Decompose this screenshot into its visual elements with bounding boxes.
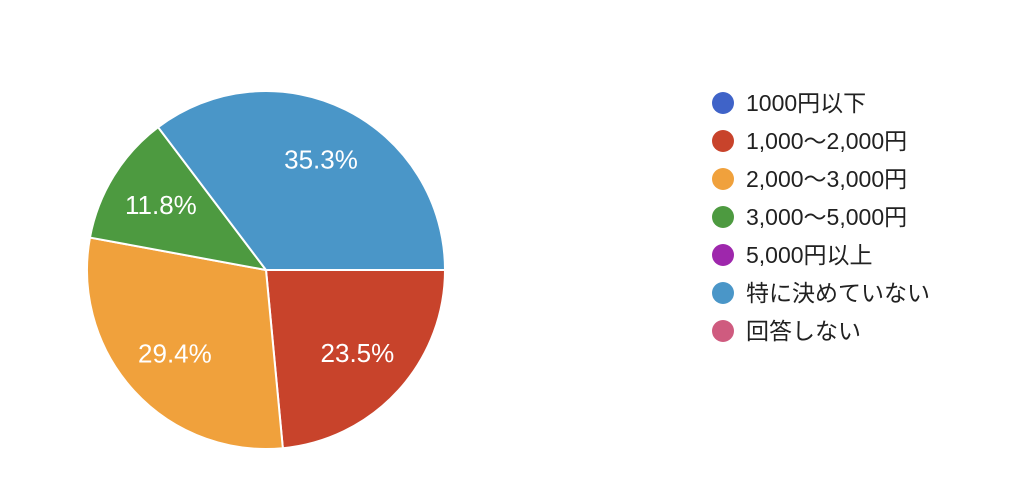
legend-color-dot	[712, 130, 734, 152]
slice-percent-label: 35.3%	[284, 144, 358, 174]
pie-slice[interactable]	[157, 90, 446, 271]
legend-color-dot	[712, 320, 734, 342]
slice-percent-label: 11.8%	[125, 190, 197, 220]
pie-slice[interactable]	[265, 269, 446, 450]
legend-item: 1000円以下	[712, 84, 930, 122]
legend-item: 特に決めていない	[712, 274, 930, 312]
pie-slice[interactable]	[85, 236, 284, 450]
legend-color-dot	[712, 244, 734, 266]
legend-label: 特に決めていない	[746, 280, 930, 306]
legend-label: 5,000円以上	[746, 242, 873, 268]
legend-item: 3,000〜5,000円	[712, 198, 930, 236]
legend-item: 回答しない	[712, 312, 930, 350]
legend-label: 回答しない	[746, 318, 861, 344]
legend-label: 2,000〜3,000円	[746, 166, 908, 192]
legend-item: 1,000〜2,000円	[712, 122, 930, 160]
legend-label: 1000円以下	[746, 90, 867, 116]
chart-legend: 1000円以下 1,000〜2,000円 2,000〜3,000円 3,000〜5,0…	[712, 84, 930, 350]
slice-percent-label: 29.4%	[138, 338, 212, 368]
legend-color-dot	[712, 168, 734, 190]
pie-slice[interactable]	[88, 126, 267, 271]
legend-item: 2,000〜3,000円	[712, 160, 930, 198]
legend-color-dot	[712, 92, 734, 114]
legend-label: 1,000〜2,000円	[746, 128, 908, 154]
legend-label: 3,000〜5,000円	[746, 204, 908, 230]
slice-percent-label: 23.5%	[321, 338, 395, 368]
legend-item: 5,000円以上	[712, 236, 930, 274]
legend-color-dot	[712, 206, 734, 228]
legend-color-dot	[712, 282, 734, 304]
